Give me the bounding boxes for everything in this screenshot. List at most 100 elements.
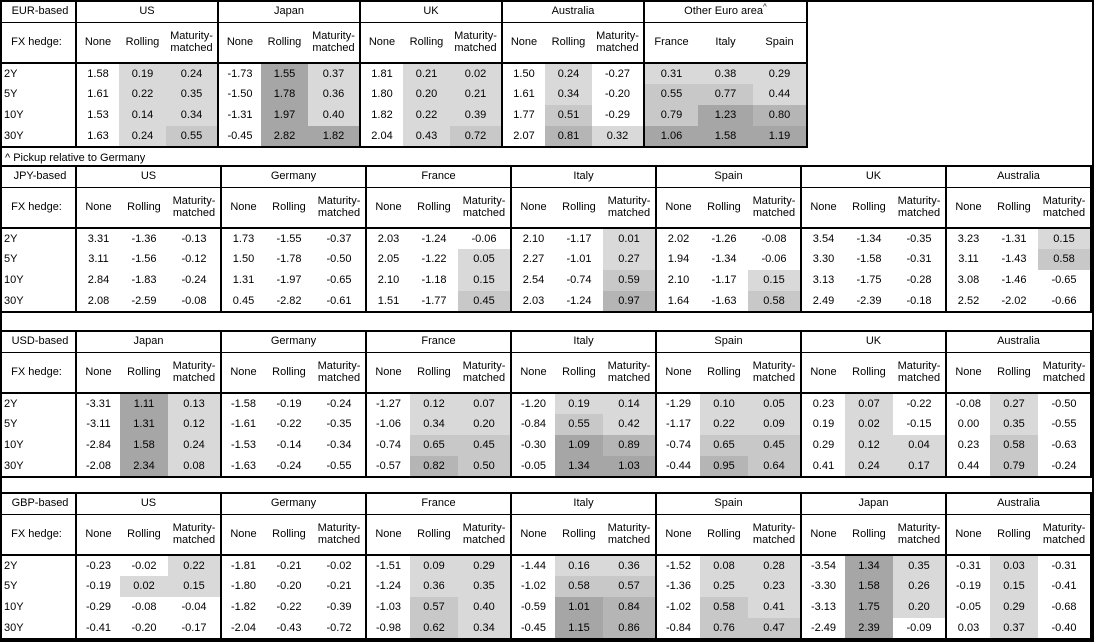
hedge-column-header: Rolling — [700, 514, 748, 556]
country-header: France — [365, 493, 511, 515]
value-cell: 1.53 — [75, 105, 119, 126]
tenor-label: 30Y — [2, 291, 77, 312]
value-cell: -0.15 — [906, 418, 932, 431]
hedge-column-header: Maturity-matched — [893, 187, 946, 229]
value-cell: 0.03 — [990, 555, 1038, 576]
hedge-column-header: None — [945, 352, 990, 394]
value-cell: -1.17 — [566, 232, 592, 245]
hedge-column-header: Rolling — [403, 22, 450, 64]
value-cell: 1.31 — [120, 414, 168, 435]
fx-hedge-label: FX hedge: — [2, 514, 77, 556]
base-currency-label: USD-based — [2, 331, 77, 353]
value-cell: 0.95 — [700, 456, 748, 477]
hedge-column-header: Rolling — [410, 514, 458, 556]
table-row: 10Y -0.29 -0.08 -0.04 -1.82 -0.22 -0.39 -1.03 0.… — [2, 597, 1091, 618]
value-cell: -1.50 — [217, 84, 261, 105]
country-header: Australia — [945, 493, 1091, 515]
value-cell: 0.36 — [308, 84, 360, 105]
country-header: UK — [800, 166, 946, 188]
value-cell: -0.24 — [276, 459, 302, 472]
value-cell: 1.64 — [655, 291, 700, 312]
country-header: Germany — [220, 166, 366, 188]
base-currency-label: JPY-based — [2, 166, 77, 188]
value-cell: 0.24 — [845, 456, 893, 477]
value-cell: 1.58 — [698, 126, 753, 147]
value-cell: -0.40 — [1051, 621, 1077, 634]
hedge-column-header: Rolling — [555, 352, 603, 394]
country-header: Japan — [800, 493, 946, 515]
hedge-column-header: None — [359, 22, 403, 64]
value-cell: 0.15 — [990, 576, 1038, 597]
value-cell: 0.02 — [845, 414, 893, 435]
country-header: France — [365, 331, 511, 353]
value-cell: -0.05 — [945, 597, 990, 618]
value-cell: -0.74 — [566, 274, 592, 287]
hedge-column-header: None — [75, 352, 120, 394]
hedge-column-header: Rolling — [120, 514, 168, 556]
fx-hedge-label: FX hedge: — [2, 22, 77, 64]
value-cell: -1.29 — [655, 393, 700, 414]
table-row: 5Y 1.61 0.22 0.35 -1.50 1.78 0.36 1.80 0.20 0.21 1… — [2, 84, 807, 105]
tenor-label: 30Y — [2, 456, 77, 477]
value-cell: 1.50 — [220, 249, 265, 270]
value-cell: 2.04 — [359, 126, 403, 147]
value-cell: 0.80 — [753, 105, 807, 126]
value-cell: 2.10 — [365, 270, 410, 291]
value-cell: -0.50 — [1051, 397, 1077, 410]
value-cell: -0.06 — [761, 253, 787, 266]
value-cell: -1.52 — [655, 555, 700, 576]
base-currency-label: EUR-based — [2, 2, 77, 23]
value-cell: 0.22 — [403, 105, 450, 126]
value-cell: 1.06 — [643, 126, 698, 147]
value-cell: 0.47 — [748, 618, 801, 639]
value-cell: 1.81 — [359, 63, 403, 84]
value-cell: 1.55 — [261, 63, 308, 84]
value-cell: 2.07 — [501, 126, 545, 147]
tenor-label: 30Y — [2, 126, 77, 147]
hedge-column-header: Maturity-matched — [603, 352, 656, 394]
value-cell: 2.02 — [655, 228, 700, 249]
value-cell: 0.07 — [458, 393, 511, 414]
hedge-column-header: None — [945, 187, 990, 229]
value-cell: 0.57 — [410, 597, 458, 618]
value-cell: 0.09 — [748, 414, 801, 435]
hedge-column-header: Maturity-matched — [168, 514, 221, 556]
value-cell: -1.44 — [510, 555, 555, 576]
value-cell: -0.29 — [604, 109, 631, 122]
value-cell: 0.42 — [603, 414, 656, 435]
value-cell: 1.61 — [501, 84, 545, 105]
hedge-column-header: Rolling — [700, 187, 748, 229]
hedge-column-header: Rolling — [265, 187, 313, 229]
table-row: 2Y -3.31 1.11 0.13 -1.58 -0.19 -0.24 -1.27 0.12 0… — [2, 393, 1091, 414]
value-cell: 0.27 — [990, 393, 1038, 414]
value-cell: 3.11 — [75, 249, 120, 270]
value-cell: -1.17 — [655, 414, 700, 435]
value-cell: 2.03 — [365, 228, 410, 249]
tenor-label: 2Y — [2, 555, 77, 576]
hedge-column-header: Maturity-matched — [1038, 514, 1091, 556]
hedge-column-header: Maturity-matched — [603, 514, 656, 556]
value-cell: -1.78 — [276, 253, 302, 266]
value-cell: 0.55 — [166, 126, 218, 147]
value-cell: -0.02 — [131, 559, 157, 572]
value-cell: 0.25 — [700, 576, 748, 597]
value-cell: 0.15 — [748, 270, 801, 291]
value-cell: 0.00 — [945, 414, 990, 435]
country-header: Italy — [510, 493, 656, 515]
value-cell: 2.10 — [655, 270, 700, 291]
country-header: Germany — [220, 331, 366, 353]
value-cell: 0.58 — [1038, 249, 1091, 270]
value-cell: 1.11 — [120, 393, 168, 414]
value-cell: 2.10 — [510, 228, 555, 249]
value-cell: -0.39 — [326, 601, 352, 614]
value-cell: 0.45 — [458, 435, 511, 456]
value-cell: 0.62 — [410, 618, 458, 639]
tenor-label: 10Y — [2, 597, 77, 618]
value-cell: 0.24 — [168, 435, 221, 456]
tenor-label: 10Y — [2, 105, 77, 126]
value-cell: 0.02 — [450, 63, 502, 84]
value-cell: 1.50 — [501, 63, 545, 84]
tenor-label: 10Y — [2, 270, 77, 291]
value-cell: 0.23 — [748, 576, 801, 597]
country-header: Italy — [510, 331, 656, 353]
